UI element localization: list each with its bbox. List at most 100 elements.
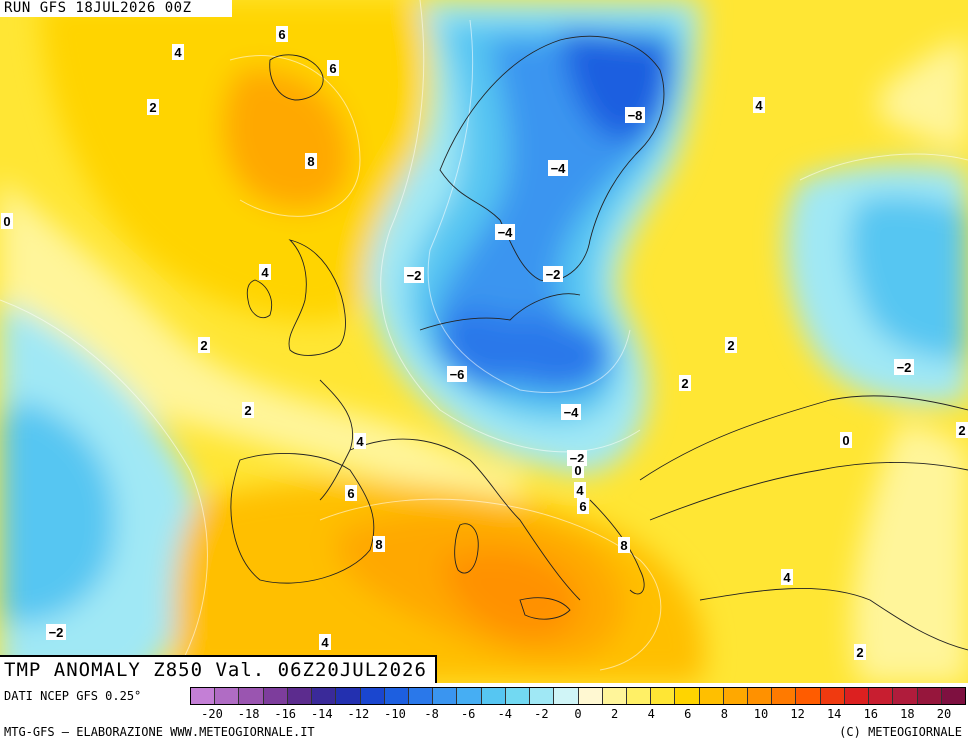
isoline-value-label: −4 [548,160,568,176]
isoline-value-label: 8 [305,153,317,169]
color-swatch [772,688,797,704]
isoline-value-label: 4 [753,97,765,113]
scale-tick-label: -12 [347,707,370,721]
isoline-value-label: 2 [854,644,866,660]
color-swatch [869,688,894,704]
svg-text:6: 6 [579,499,586,514]
color-swatch [287,688,313,704]
svg-text:8: 8 [307,154,314,169]
color-swatch [917,688,942,704]
color-swatch [239,688,264,704]
svg-text:0: 0 [574,463,581,478]
svg-text:4: 4 [261,265,269,280]
scale-tick-label: -10 [384,707,406,721]
chart-title: TMP ANOMALY Z850 Val. 06Z20JUL2026 [0,655,437,683]
scale-tick-label: 8 [720,707,729,721]
color-swatch [336,688,361,704]
color-swatch [554,688,579,704]
color-swatch [675,688,700,704]
color-swatch [530,688,555,704]
svg-text:−4: −4 [564,405,580,420]
map-canvas [0,0,968,683]
color-swatch [578,688,603,704]
color-swatch [312,688,337,704]
temperature-anomaly-map: 6 4 6 2 8 0 4 2 2 4 6 8 −2 4 −8 4 −4 −4 −2 −2 −6 2 −2 2 −4 0 2 −2 0 4… [0,0,968,683]
svg-text:−2: −2 [49,625,64,640]
color-swatch [481,688,506,704]
scale-tick-label: -8 [424,707,439,721]
isoline-value-label: 4 [574,482,586,498]
svg-text:6: 6 [278,27,285,42]
isoline-value-label: 2 [198,337,210,353]
svg-text:4: 4 [576,483,584,498]
elaboration-credit: MTG-GFS – ELABORAZIONE WWW.METEOGIORNALE… [4,725,315,739]
color-swatch [820,688,845,704]
isoline-value-label: 6 [327,60,339,76]
svg-text:−8: −8 [628,108,643,123]
svg-text:−4: −4 [551,161,567,176]
svg-text:2: 2 [244,403,251,418]
scale-tick-label: -2 [534,707,549,721]
color-swatch [360,688,385,704]
color-scale-bar [190,687,966,705]
color-swatch [602,688,627,704]
scale-tick-label: -4 [497,707,513,721]
scale-tick-label: 12 [790,707,805,721]
svg-text:−2: −2 [546,267,561,282]
svg-text:4: 4 [356,434,364,449]
color-swatch [263,688,288,704]
color-swatch [844,688,870,704]
isoline-value-label: 6 [345,485,357,501]
isoline-value-label: −4 [495,224,515,240]
color-swatch [191,688,216,704]
scale-tick-label: 10 [753,707,769,721]
svg-text:4: 4 [174,45,182,60]
isoline-value-label: 0 [1,213,13,229]
color-swatch [723,688,749,704]
svg-text:−6: −6 [450,367,465,382]
color-swatch [384,688,409,704]
color-swatch [796,688,821,704]
svg-text:8: 8 [620,538,627,553]
svg-text:6: 6 [329,61,336,76]
isoline-value-label: 6 [276,26,288,42]
copyright-label: (C) METEOGIORNALE [839,725,962,739]
svg-text:2: 2 [149,100,156,115]
data-source-label: DATI NCEP GFS 0.25° [4,689,142,703]
color-swatch [457,688,482,704]
isoline-value-label: 0 [572,462,584,478]
scale-tick-label: 0 [574,707,582,721]
scale-tick-label: -16 [274,707,297,721]
run-label: RUN GFS 18JUL2026 00Z [0,0,232,17]
color-swatch [893,688,918,704]
isoline-value-label: 2 [147,99,159,115]
isoline-value-label: 2 [956,422,968,438]
scale-tick-label: 14 [826,707,842,721]
isoline-value-label: 4 [319,634,331,650]
isoline-value-label: 0 [840,432,852,448]
scale-tick-label: 18 [900,707,915,721]
isoline-value-label: 8 [618,537,630,553]
color-swatch [699,688,724,704]
color-swatch [215,688,240,704]
isoline-value-label: −2 [894,359,914,375]
scale-tick-label: -18 [237,707,260,721]
color-swatch [748,688,773,704]
isoline-value-label: −2 [543,266,563,282]
scale-tick-label: -20 [201,707,223,721]
svg-text:0: 0 [842,433,849,448]
isoline-value-label: 4 [354,433,366,449]
color-swatch [651,688,676,704]
svg-text:2: 2 [681,376,688,391]
isoline-value-label: −2 [46,624,66,640]
color-swatch [433,688,458,704]
scale-tick-label: 4 [647,707,655,721]
svg-text:−2: −2 [407,268,422,283]
svg-text:4: 4 [321,635,329,650]
isoline-value-label: 2 [679,375,691,391]
scale-tick-label: 2 [610,707,619,721]
svg-text:2: 2 [200,338,207,353]
isoline-value-label: −4 [561,404,581,420]
isoline-value-label: 4 [172,44,184,60]
